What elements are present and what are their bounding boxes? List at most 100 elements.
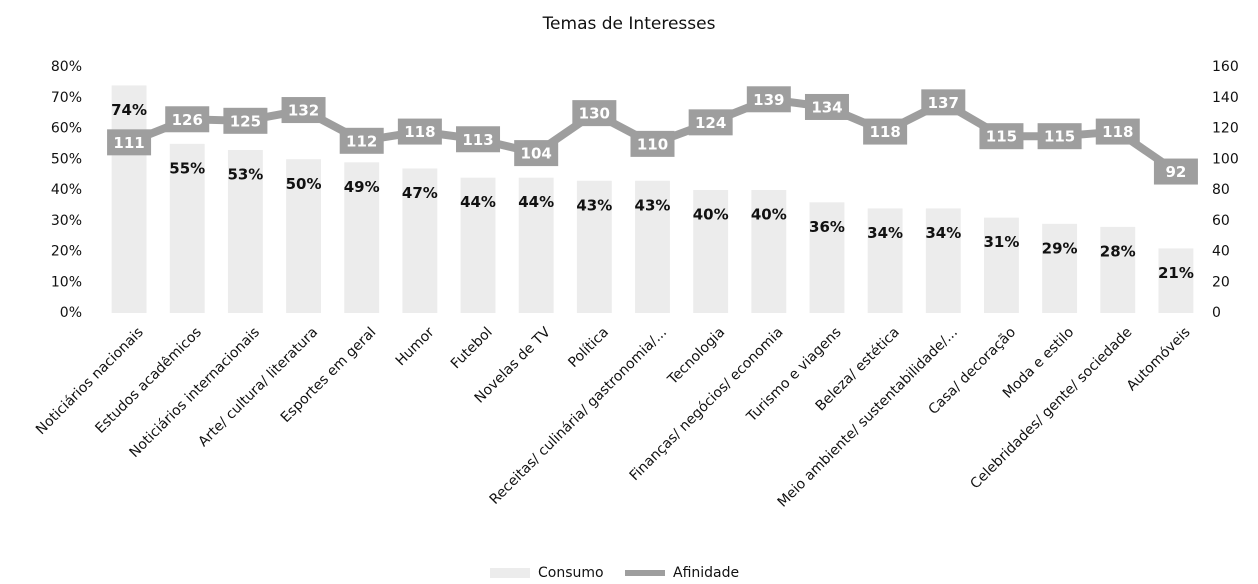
chart-title: Temas de Interesses <box>542 14 716 34</box>
x-tick-label: Turismo e viagens <box>743 324 844 425</box>
data-label: 113 <box>462 131 493 149</box>
y2-tick-label: 40 <box>1212 244 1230 260</box>
bar <box>169 143 205 313</box>
bar <box>751 190 787 313</box>
x-tick-label: Arte/ cultura/ literatura <box>195 324 321 450</box>
y2-tick-label: 0 <box>1212 305 1221 321</box>
y-tick-label: 0% <box>60 305 82 321</box>
data-label: 36% <box>809 218 845 236</box>
bar <box>344 162 380 313</box>
data-label-box <box>572 100 617 127</box>
y-tick-label: 60% <box>51 121 82 137</box>
y2-tick-label: 100 <box>1212 151 1239 167</box>
bar <box>1100 226 1136 313</box>
data-label: 49% <box>344 178 380 196</box>
data-label: 92 <box>1165 163 1186 181</box>
y2-tick-label: 20 <box>1212 274 1230 290</box>
bar <box>635 180 670 313</box>
y-tick-label: 80% <box>51 59 82 75</box>
bar <box>1158 248 1194 313</box>
y2-tick-label: 140 <box>1212 90 1239 106</box>
data-label: 74% <box>111 101 147 119</box>
data-label: 53% <box>227 166 263 184</box>
y2-tick-label: 120 <box>1212 121 1239 137</box>
data-label-box <box>223 107 268 134</box>
data-label-box <box>746 86 791 113</box>
data-label: 34% <box>925 224 961 242</box>
data-label-box <box>688 109 733 136</box>
x-tick-label: Noticiários nacionais <box>33 324 147 438</box>
data-label-box <box>165 106 210 133</box>
data-label-box <box>863 118 908 145</box>
data-label: 47% <box>402 184 438 202</box>
data-label-box <box>1153 158 1198 185</box>
data-label: 43% <box>635 196 671 214</box>
bar <box>576 180 612 313</box>
bar <box>460 177 496 313</box>
data-label: 118 <box>1102 123 1133 141</box>
y-tick-label: 10% <box>51 274 82 290</box>
data-label-box <box>107 129 152 156</box>
x-tick-label: Estudos acadêmicos <box>92 324 205 437</box>
data-label-box <box>630 130 675 157</box>
x-tick-label: Esportes em geral <box>278 324 380 426</box>
y-tick-label: 40% <box>51 182 82 198</box>
bar <box>518 177 554 313</box>
bar <box>286 159 321 313</box>
data-label-box <box>339 127 384 154</box>
data-label: 118 <box>404 123 435 141</box>
y-tick-label: 50% <box>51 151 82 167</box>
data-label-box <box>281 97 326 124</box>
data-label: 110 <box>637 135 668 153</box>
y-tick-label: 70% <box>51 90 82 106</box>
data-label: 34% <box>867 224 903 242</box>
x-tick-label: Humor <box>393 324 438 369</box>
data-label-box <box>979 123 1024 150</box>
data-label: 137 <box>928 94 959 112</box>
data-label: 130 <box>579 105 610 123</box>
data-label: 55% <box>169 159 205 177</box>
data-label: 125 <box>230 112 261 130</box>
data-label: 28% <box>1100 242 1136 260</box>
data-label: 40% <box>693 206 729 224</box>
data-label-box <box>1095 118 1140 145</box>
data-label-box <box>514 140 559 167</box>
data-label: 50% <box>286 175 322 193</box>
data-label: 134 <box>811 98 842 116</box>
bar <box>402 168 438 313</box>
data-label: 112 <box>346 132 377 150</box>
data-label: 44% <box>518 193 554 211</box>
data-label: 111 <box>113 134 144 152</box>
bar <box>867 208 903 313</box>
data-label: 126 <box>172 111 203 129</box>
legend-swatch <box>490 568 530 578</box>
data-label: 139 <box>753 91 784 109</box>
y-tick-label: 20% <box>51 244 82 260</box>
y-tick-label: 30% <box>51 213 82 229</box>
data-label: 29% <box>1042 239 1078 257</box>
data-label-box <box>1037 123 1082 150</box>
bar <box>809 202 845 313</box>
data-label-box <box>921 89 966 116</box>
data-label: 118 <box>869 123 900 141</box>
data-label-box <box>804 93 849 120</box>
data-label: 21% <box>1158 264 1194 282</box>
x-tick-label: Tecnologia <box>664 324 728 388</box>
bar <box>984 217 1019 313</box>
data-label: 104 <box>521 145 552 163</box>
bar <box>693 190 729 313</box>
data-label-box <box>397 118 442 145</box>
data-label: 132 <box>288 102 319 120</box>
bar <box>1042 223 1078 313</box>
data-label-box <box>456 126 501 153</box>
y2-tick-label: 80 <box>1212 182 1230 198</box>
data-label: 40% <box>751 206 787 224</box>
legend-label: Afinidade <box>673 565 739 581</box>
data-label: 115 <box>1044 128 1075 146</box>
bar <box>925 208 961 313</box>
x-tick-label: Política <box>565 324 612 371</box>
legend-label: Consumo <box>538 565 604 581</box>
data-label: 31% <box>983 233 1019 251</box>
bar <box>227 150 263 313</box>
